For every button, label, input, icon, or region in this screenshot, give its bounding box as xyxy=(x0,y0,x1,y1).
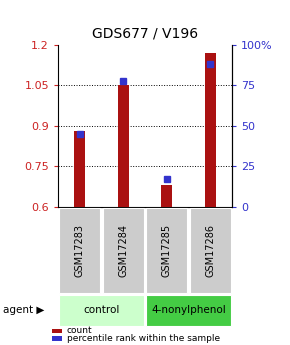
Text: count: count xyxy=(67,326,92,335)
Bar xyxy=(118,85,129,207)
Text: agent ▶: agent ▶ xyxy=(3,305,44,315)
Bar xyxy=(205,53,216,207)
Text: GSM17284: GSM17284 xyxy=(118,224,128,277)
Text: GSM17283: GSM17283 xyxy=(75,224,85,277)
Text: GSM17286: GSM17286 xyxy=(205,224,215,277)
Text: 4-nonylphenol: 4-nonylphenol xyxy=(151,305,226,315)
Title: GDS677 / V196: GDS677 / V196 xyxy=(92,27,198,41)
Text: GSM17285: GSM17285 xyxy=(162,224,172,277)
Text: control: control xyxy=(83,305,120,315)
Text: percentile rank within the sample: percentile rank within the sample xyxy=(67,334,220,343)
Bar xyxy=(161,185,172,207)
Bar xyxy=(74,131,85,207)
